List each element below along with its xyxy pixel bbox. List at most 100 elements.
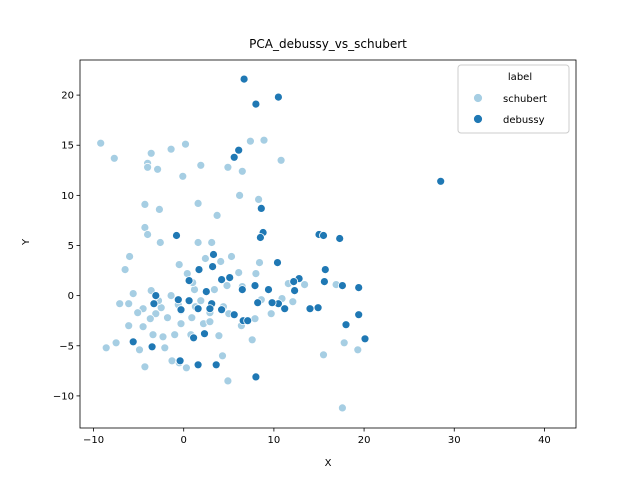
x-tick-label: 0 <box>181 435 187 446</box>
point-schubert <box>133 308 143 318</box>
point-schubert <box>101 343 111 353</box>
y-tick-label: 10 <box>61 191 74 202</box>
point-schubert <box>124 299 134 309</box>
point-schubert <box>353 345 363 355</box>
point-debussy <box>250 281 260 291</box>
point-debussy <box>189 333 199 343</box>
legend-box <box>457 64 570 134</box>
y-tick-label: −10 <box>53 391 74 402</box>
point-debussy <box>337 281 347 291</box>
point-schubert <box>193 198 203 208</box>
point-debussy <box>173 295 183 305</box>
point-schubert <box>153 164 163 174</box>
point-debussy <box>184 296 194 306</box>
point-debussy <box>354 310 364 320</box>
point-schubert <box>176 319 186 329</box>
point-debussy <box>360 334 370 344</box>
point-schubert <box>337 403 347 413</box>
plot-frame <box>79 59 577 429</box>
point-schubert <box>109 153 119 163</box>
x-axis-label: X <box>325 458 332 469</box>
point-debussy <box>193 304 203 314</box>
y-tick-label: 15 <box>61 141 74 152</box>
point-debussy <box>255 233 265 242</box>
point-schubert <box>166 291 176 301</box>
point-schubert <box>247 335 257 345</box>
point-schubert <box>216 257 226 266</box>
x-tick-label: 30 <box>448 435 461 446</box>
point-debussy <box>319 277 329 287</box>
legend-marker-debussy <box>473 114 483 124</box>
point-schubert <box>251 269 261 279</box>
point-schubert <box>245 136 255 146</box>
point-schubert <box>140 199 150 209</box>
point-debussy <box>149 299 159 309</box>
point-schubert <box>207 238 217 247</box>
x-tick-label: 40 <box>538 435 551 446</box>
point-debussy <box>237 285 247 295</box>
point-schubert <box>135 345 144 355</box>
point-debussy <box>280 304 290 314</box>
x-tick-label: 20 <box>358 435 371 446</box>
point-debussy <box>239 74 249 84</box>
chart-title: PCA_debussy_vs_schubert <box>249 37 407 51</box>
x-tick-label: 10 <box>268 435 281 446</box>
point-debussy <box>175 356 185 366</box>
point-debussy <box>253 298 263 308</box>
point-debussy <box>341 320 351 330</box>
point-schubert <box>128 289 138 299</box>
point-debussy <box>290 286 300 296</box>
point-debussy <box>354 283 364 293</box>
legend-label-schubert: schubert <box>503 94 547 105</box>
point-debussy <box>128 337 138 347</box>
point-debussy <box>217 305 227 315</box>
point-debussy <box>256 203 266 213</box>
point-schubert <box>212 210 222 220</box>
point-schubert <box>196 160 206 170</box>
point-debussy <box>225 273 235 283</box>
point-debussy <box>273 92 283 102</box>
point-schubert <box>237 166 247 176</box>
y-tick-label: 5 <box>68 241 74 252</box>
point-debussy <box>251 372 261 382</box>
point-debussy <box>229 310 239 320</box>
legend-marker-schubert <box>473 93 483 103</box>
point-schubert <box>319 350 328 360</box>
point-schubert <box>143 162 153 172</box>
point-schubert <box>163 313 172 323</box>
point-schubert <box>223 162 233 172</box>
point-debussy <box>205 304 215 314</box>
point-debussy <box>147 342 157 352</box>
point-schubert <box>96 138 106 148</box>
point-schubert <box>276 155 286 165</box>
point-schubert <box>218 351 227 361</box>
point-schubert <box>174 260 184 270</box>
point-debussy <box>264 285 273 295</box>
axes-layer: −10 0 10 20 30 40 −10 −5 0 5 10 15 20 <box>53 59 577 446</box>
legend-label-debussy: debussy <box>503 115 545 126</box>
point-schubert <box>193 238 203 247</box>
point-schubert <box>200 254 210 263</box>
point-debussy <box>208 262 218 272</box>
y-tick-label: 0 <box>68 291 74 302</box>
point-schubert <box>181 363 191 373</box>
point-schubert <box>255 258 264 268</box>
point-schubert <box>146 148 156 158</box>
point-debussy <box>289 277 299 287</box>
point-debussy <box>267 298 277 308</box>
point-schubert <box>160 343 170 353</box>
point-schubert <box>120 265 130 275</box>
point-schubert <box>111 338 121 348</box>
point-schubert <box>339 338 349 348</box>
point-debussy <box>176 305 186 315</box>
point-schubert <box>235 190 245 200</box>
point-schubert <box>151 309 161 319</box>
point-schubert <box>227 252 236 261</box>
point-schubert <box>214 331 224 341</box>
x-tick-label: −10 <box>83 435 104 446</box>
point-schubert <box>158 332 168 342</box>
point-debussy <box>243 316 253 326</box>
point-debussy <box>229 152 239 162</box>
point-debussy <box>200 329 209 339</box>
